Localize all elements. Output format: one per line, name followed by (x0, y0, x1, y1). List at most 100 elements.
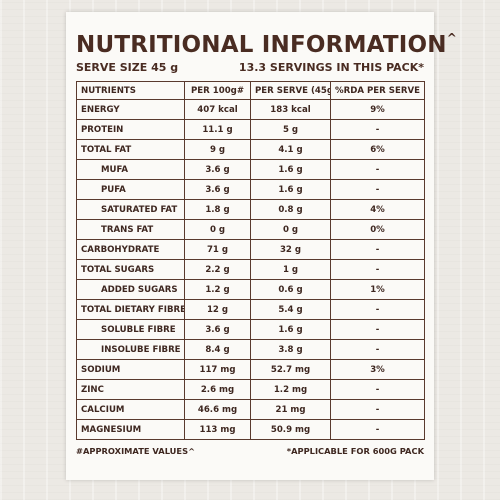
per-serve-value: 1.2 mg (250, 379, 331, 400)
per-100g-value: 0 g (184, 219, 251, 240)
table-row: INSOLUBE FIBRE 8.4 g 3.8 g- (76, 339, 425, 360)
rda-value: - (330, 119, 425, 140)
nutrient-name: SATURATED FAT (76, 199, 185, 220)
per-100g-value: 2.6 mg (184, 379, 251, 400)
nutrient-name: ENERGY (76, 99, 185, 120)
nutrient-name: CALCIUM (76, 399, 185, 420)
serving-info: SERVE SIZE 45 g 13.3 SERVINGS IN THIS PA… (76, 60, 424, 76)
per-serve-value: 50.9 mg (250, 419, 331, 440)
footer-notes: #APPROXIMATE VALUES^ *APPLICABLE FOR 600… (76, 446, 424, 456)
header-per-serve: PER SERVE (45g)# (250, 81, 331, 100)
per-serve-value: 0.8 g (250, 199, 331, 220)
rda-value: - (330, 419, 425, 440)
per-serve-value: 0 g (250, 219, 331, 240)
nutrition-panel: NUTRITIONAL INFORMATION^ SERVE SIZE 45 g… (66, 12, 457, 480)
table-row: ENERGY 407 kcal 183 kcal 9% (76, 99, 425, 120)
rda-value: 0% (330, 219, 425, 240)
table-row: MUFA 3.6 g 1.6 g- (76, 159, 425, 180)
rda-value: 3% (330, 359, 425, 380)
nutrient-name: TRANS FAT (76, 219, 185, 240)
per-100g-value: 407 kcal (184, 99, 251, 120)
per-serve-value: 5 g (250, 119, 331, 140)
table-row: CALCIUM 46.6 mg 21 mg - (76, 399, 425, 420)
nutrient-name: INSOLUBE FIBRE (76, 339, 185, 360)
per-serve-value: 1.6 g (250, 179, 331, 200)
table-row: MAGNESIUM 113 mg 50.9 mg - (76, 419, 425, 440)
table-row: PUFA 3.6 g 1.6 g- (76, 179, 425, 200)
nutrition-table: NUTRIENTS PER 100g# PER SERVE (45g)# %RD… (76, 81, 425, 440)
per-100g-value: 3.6 g (184, 159, 251, 180)
table-header-row: NUTRIENTS PER 100g# PER SERVE (45g)# %RD… (76, 81, 425, 100)
serve-size: SERVE SIZE 45 g (76, 61, 179, 74)
per-serve-value: 1 g (250, 259, 331, 280)
rda-value: 4% (330, 199, 425, 220)
nutrient-name: PUFA (76, 179, 185, 200)
nutrient-name: SOLUBLE FIBRE (76, 319, 185, 340)
table-row: SATURATED FAT 1.8 g 0.8 g 4% (76, 199, 425, 220)
rda-value: 1% (330, 279, 425, 300)
per-100g-value: 113 mg (184, 419, 251, 440)
title-text: NUTRITIONAL INFORMATION (76, 32, 447, 58)
rda-value: - (330, 339, 425, 360)
table-row: TOTAL FAT 9 g 4.1 g 6% (76, 139, 425, 160)
rda-value: 6% (330, 139, 425, 160)
header-nutrients: NUTRIENTS (76, 81, 185, 100)
rda-value: - (330, 179, 425, 200)
footnote-pack: *APPLICABLE FOR 600G PACK (286, 446, 424, 456)
rda-value: - (330, 239, 425, 260)
per-100g-value: 46.6 mg (184, 399, 251, 420)
per-serve-value: 1.6 g (250, 159, 331, 180)
per-serve-value: 0.6 g (250, 279, 331, 300)
per-100g-value: 1.2 g (184, 279, 251, 300)
table-row: ZINC 2.6 mg 1.2 mg - (76, 379, 425, 400)
header-per-100g: PER 100g# (184, 81, 251, 100)
header-rda: %RDA PER SERVE (330, 81, 425, 100)
servings-per-pack: 13.3 SERVINGS IN THIS PACK* (238, 61, 424, 74)
per-100g-value: 3.6 g (184, 179, 251, 200)
nutrient-name: TOTAL SUGARS (76, 259, 185, 280)
per-serve-value: 52.7 mg (250, 359, 331, 380)
per-serve-value: 4.1 g (250, 139, 331, 160)
nutrient-name: SODIUM (76, 359, 185, 380)
rda-value: - (330, 379, 425, 400)
rda-value: - (330, 259, 425, 280)
nutrient-name: MAGNESIUM (76, 419, 185, 440)
table-row: SODIUM 117 mg 52.7 mg 3% (76, 359, 425, 380)
per-100g-value: 1.8 g (184, 199, 251, 220)
per-100g-value: 11.1 g (184, 119, 251, 140)
table-row: TOTAL DIETARY FIBRE 12 g 5.4 g- (76, 299, 425, 320)
nutrient-name: ADDED SUGARS (76, 279, 185, 300)
per-100g-value: 3.6 g (184, 319, 251, 340)
per-100g-value: 117 mg (184, 359, 251, 380)
table-row: SOLUBLE FIBRE 3.6 g 1.6 g- (76, 319, 425, 340)
per-serve-value: 3.8 g (250, 339, 331, 360)
per-serve-value: 32 g (250, 239, 331, 260)
per-serve-value: 183 kcal (250, 99, 331, 120)
per-serve-value: 21 mg (250, 399, 331, 420)
rda-value: - (330, 399, 425, 420)
table-row: ADDED SUGARS 1.2 g 0.6 g 1% (76, 279, 425, 300)
per-100g-value: 2.2 g (184, 259, 251, 280)
nutrient-name: ZINC (76, 379, 185, 400)
footnote-approximate: #APPROXIMATE VALUES^ (76, 446, 196, 456)
table-row: CARBOHYDRATE 71 g 32 g- (76, 239, 425, 260)
per-100g-value: 8.4 g (184, 339, 251, 360)
rda-value: - (330, 159, 425, 180)
nutrient-name: TOTAL DIETARY FIBRE (76, 299, 185, 320)
nutrition-table-body: NUTRIENTS PER 100g# PER SERVE (45g)# %RD… (76, 81, 425, 440)
panel-title: NUTRITIONAL INFORMATION^ (76, 24, 457, 59)
title-mark: ^ (446, 31, 457, 45)
per-100g-value: 71 g (184, 239, 251, 260)
per-100g-value: 12 g (184, 299, 251, 320)
rda-value: - (330, 299, 425, 320)
rda-value: - (330, 319, 425, 340)
nutrient-name: MUFA (76, 159, 185, 180)
rda-value: 9% (330, 99, 425, 120)
per-100g-value: 9 g (184, 139, 251, 160)
nutrient-name: PROTEIN (76, 119, 185, 140)
nutrient-name: CARBOHYDRATE (76, 239, 185, 260)
per-serve-value: 1.6 g (250, 319, 331, 340)
